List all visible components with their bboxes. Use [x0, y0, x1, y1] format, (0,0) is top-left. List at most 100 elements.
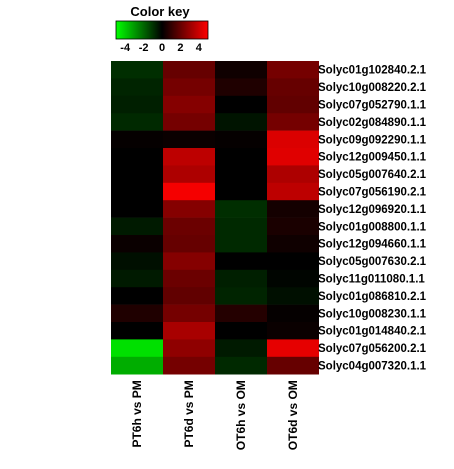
row-label: Solyc07g056200.2.1: [318, 343, 427, 355]
heatmap-cell: [215, 304, 267, 323]
row-label: Solyc05g007640.2.1: [318, 169, 427, 181]
heatmap-cell: [163, 78, 215, 97]
heatmap-cell: [215, 130, 267, 149]
heatmap-cell: [163, 304, 215, 323]
heatmap-cell: [111, 200, 163, 218]
heatmap-cell: [163, 252, 215, 271]
heatmap-cell: [215, 200, 267, 218]
heatmap-cell: [215, 182, 267, 201]
heatmap-cell: [111, 269, 163, 288]
heatmap-cell: [163, 95, 215, 114]
row-label: Solyc01g008800.1.1: [318, 221, 427, 233]
heatmap-cell: [267, 130, 319, 149]
heatmap-cell: [267, 339, 319, 358]
heatmap-cell: [215, 235, 267, 253]
row-label: Solyc01g014840.2.1: [318, 326, 427, 338]
heatmap-cell: [267, 148, 319, 166]
color-key-tick-label: -4: [120, 42, 131, 54]
heatmap-cell: [111, 287, 163, 305]
heatmap-cell: [111, 165, 163, 184]
heatmap-cell: [267, 252, 319, 271]
row-label: Solyc10g008230.1.1: [318, 308, 427, 320]
heatmap-cell: [267, 78, 319, 97]
heatmap-cell: [111, 235, 163, 253]
heatmap-cell: [163, 235, 215, 253]
column-label: PT6d vs PM: [182, 380, 196, 447]
heatmap-cell: [215, 95, 267, 114]
row-label: Solyc01g086810.2.1: [318, 291, 427, 303]
heatmap-cell: [163, 200, 215, 218]
heatmap-grid: [111, 61, 319, 375]
color-key-gradient: [115, 20, 209, 40]
heatmap-cell: [111, 130, 163, 149]
column-labels: PT6h vs PM PT6d vs PM OT6h vs OM OT6d vs OM: [130, 380, 300, 450]
heatmap-cell: [163, 182, 215, 201]
heatmap-cell: [111, 182, 163, 201]
heatmap-cell: [215, 339, 267, 358]
heatmap-cell: [111, 61, 163, 79]
heatmap-cell: [111, 356, 163, 375]
heatmap-cell: [163, 269, 215, 288]
heatmap-cell: [267, 165, 319, 184]
heatmap-cell: [267, 113, 319, 131]
row-label: Solyc10g008220.2.1: [318, 82, 427, 94]
heatmap-cell: [215, 113, 267, 131]
heatmap-cell: [163, 339, 215, 358]
heatmap-cell: [215, 61, 267, 79]
color-key: Color key -4 -2 0 2 4: [115, 4, 209, 54]
heatmap-cell: [111, 95, 163, 114]
row-label: Solyc12g009450.1.1: [318, 152, 427, 164]
row-label: Solyc12g096920.1.1: [318, 204, 427, 216]
row-labels: Solyc01g102840.2.1 Solyc10g008220.2.1 Soly…: [318, 65, 427, 373]
heatmap-cell: [215, 322, 267, 340]
heatmap-cell: [215, 217, 267, 236]
heatmap-cell: [267, 200, 319, 218]
heatmap-cell: [267, 356, 319, 375]
heatmap-cell: [163, 148, 215, 166]
heatmap-cell: [111, 148, 163, 166]
heatmap-cell: [111, 322, 163, 340]
column-label: OT6h vs OM: [234, 380, 248, 450]
column-label: PT6h vs PM: [130, 380, 144, 447]
color-key-tick-label: -2: [139, 42, 149, 54]
row-label: Solyc01g102840.2.1: [318, 65, 427, 77]
heatmap-cell: [215, 78, 267, 97]
heatmap-cell: [111, 78, 163, 97]
row-label: Solyc02g084890.1.1: [318, 117, 427, 129]
row-label: Solyc09g092290.1.1: [318, 134, 427, 146]
heatmap-cell: [215, 165, 267, 184]
heatmap-cell: [215, 252, 267, 271]
row-label: Solyc11g011080.1.1: [318, 274, 425, 286]
heatmap-cell: [215, 287, 267, 305]
heatmap-cell: [215, 148, 267, 166]
heatmap-cell: [215, 356, 267, 375]
heatmap-cell: [111, 113, 163, 131]
heatmap-cell: [111, 217, 163, 236]
heatmap-cell: [163, 287, 215, 305]
heatmap-cell: [267, 287, 319, 305]
heatmap-cell: [267, 235, 319, 253]
row-label: Solyc04g007320.1.1: [318, 361, 427, 373]
row-label: Solyc07g052790.1.1: [318, 100, 427, 112]
color-key-title: Color key: [130, 4, 190, 19]
color-key-tick-label: 4: [196, 42, 203, 54]
heatmap-cell: [267, 95, 319, 114]
heatmap-cell: [267, 304, 319, 323]
heatmap-cell: [267, 322, 319, 340]
heatmap-cell: [163, 130, 215, 149]
heatmap-cell: [163, 217, 215, 236]
heatmap-cell: [163, 322, 215, 340]
heatmap-cell: [163, 356, 215, 375]
heatmap-cell: [267, 182, 319, 201]
row-label: Solyc07g056190.2.1: [318, 187, 427, 199]
heatmap-cell: [163, 165, 215, 184]
row-label: Solyc05g007630.2.1: [318, 256, 427, 268]
heatmap-cell: [267, 217, 319, 236]
heatmap-cell: [163, 61, 215, 79]
heatmap-cell: [267, 269, 319, 288]
heatmap-cell: [111, 339, 163, 358]
column-label: OT6d vs OM: [286, 380, 300, 450]
row-label: Solyc12g094660.1.1: [318, 239, 427, 251]
color-key-tick-label: 2: [177, 42, 183, 54]
